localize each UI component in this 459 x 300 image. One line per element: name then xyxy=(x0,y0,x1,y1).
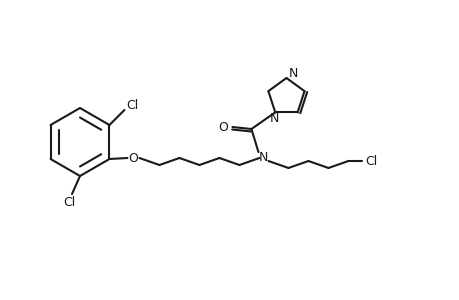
Text: O: O xyxy=(128,152,138,164)
Text: N: N xyxy=(269,112,278,125)
Text: Cl: Cl xyxy=(126,98,138,112)
Text: Cl: Cl xyxy=(364,154,377,167)
Text: N: N xyxy=(258,151,268,164)
Text: Cl: Cl xyxy=(63,196,75,208)
Text: N: N xyxy=(288,67,297,80)
Text: O: O xyxy=(218,121,228,134)
